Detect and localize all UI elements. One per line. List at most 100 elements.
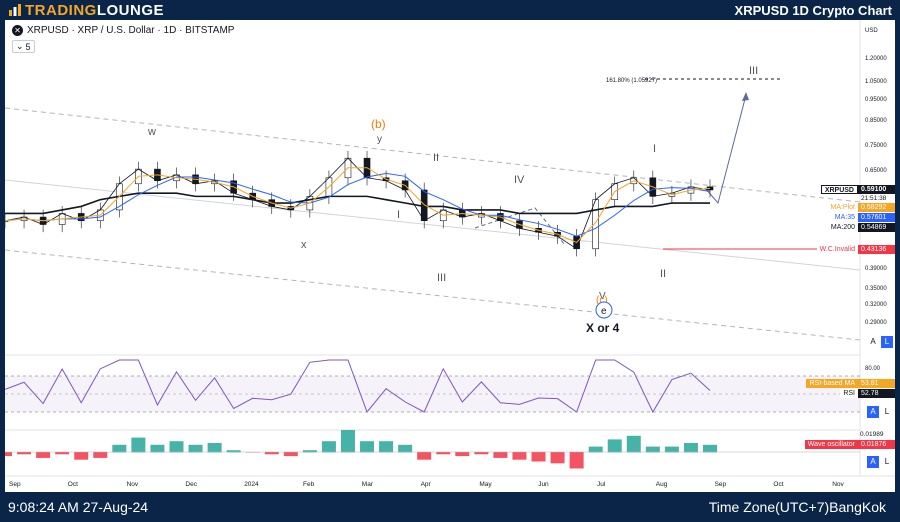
ma-plot-name-label: MA:Plot [827,203,858,212]
projection-arrow [704,94,747,205]
osc-bar [550,452,565,464]
rsi-log-button[interactable]: L [884,407,890,416]
symbol-header[interactable]: ✕ XRPUSD · XRP / U.S. Dollar · 1D · BITS… [12,25,234,36]
osc-auto-button[interactable]: A [867,456,879,468]
wave-oscillator-series [0,430,860,469]
osc-bar [321,441,336,453]
timestamp: 9:08:24 AM 27-Aug-24 [8,499,149,515]
wave-label-iii-upper: III [749,65,758,77]
osc-bar [645,446,660,453]
osc-bar [283,452,298,457]
xrpusd-price-label: 0.59100 [858,185,895,194]
ma-plot-line [4,167,711,243]
wc-invalid-value-label: 0.43136 [858,245,895,254]
osc-bar [683,443,698,453]
time-tick: Sep [9,481,21,488]
osc-bar [588,446,603,453]
wave-label-c: (c) [596,295,608,306]
indicator-toggle[interactable]: ⌄ 5 [12,40,35,53]
osc-bar [264,452,279,455]
ma35-line [4,172,711,237]
wave-e-circle [595,301,613,319]
time-tick: Sep [715,481,727,488]
price-tick: 0.75000 [865,143,887,149]
osc-log-button[interactable]: L [884,457,890,466]
price-tick: 0.32000 [865,302,887,308]
auto-scale-button[interactable]: A [870,337,876,346]
osc-bar [188,444,203,453]
wave-dashed-path [474,207,566,246]
channel-lower-line [4,249,861,341]
wave-osc-value-label: 0.01876 [858,440,895,449]
osc-bar [512,452,527,460]
osc-bar [0,452,12,457]
osc-bar [169,441,184,453]
time-tick: Aug [656,481,668,488]
log-scale-button[interactable]: L [881,336,893,348]
wave-label-iii: III [437,272,446,284]
osc-bar [360,441,375,453]
rsi-ma-value-label: 53.81 [858,379,895,388]
time-tick: Apr [421,481,432,488]
wc-invalid-name-label: W.C.Invalid [816,245,858,254]
xrpusd-line [4,157,711,250]
ma35-value-label: 0.57601 [858,213,895,222]
wave-label-b: (b) [371,117,386,131]
time-tick: Jun [538,481,549,488]
wave-label-iv: IV [514,174,525,186]
rsi-ma-name-label: RSI-based MA [806,379,858,388]
price-countdown: 21:51:38 [861,195,887,202]
time-tick: Mar [362,481,374,488]
price-ticks: 1.20000 1.05000 0.95000 0.85000 0.75000 0.650… [865,56,887,326]
osc-bar [17,452,32,455]
wave-label-i-upper: I [653,143,656,155]
osc-bar [398,444,413,453]
wave-label-x-or-4: X or 4 [586,321,620,335]
time-tick: Oct [773,481,783,488]
osc-bar [340,430,355,453]
rsi-series [4,359,711,414]
osc-bar [74,452,89,460]
tradinglounge-logo: TRADING LOUNGE [8,1,164,19]
channel-mid-line [4,179,861,271]
time-axis: Sep Oct Nov Dec 2024 Feb Mar Apr May Jun Jul Aug Sep… [9,481,845,488]
timezone: Time Zone(UTC+7)BangKok [708,499,886,515]
projection-arrowhead [742,92,749,101]
time-tick: Nov [127,481,139,488]
time-tick: May [479,481,492,488]
wave-label-w: w [147,126,156,138]
rsi-tick-80: 80.00 [865,366,881,372]
chart-canvas[interactable]: 161.80% (1.05927) w (b) y x II IV I III … [0,20,895,492]
time-tick: Jul [597,481,606,488]
chart-area[interactable]: 161.80% (1.05927) w (b) y x II IV I III … [0,20,895,492]
ma35-name-label: MA:35 [831,213,858,222]
time-tick: Feb [303,481,315,488]
osc-bar [93,452,108,458]
osc-bar [607,439,622,453]
time-tick: Dec [185,481,197,488]
osc-bar [302,450,317,453]
osc-bar [531,452,546,462]
osc-bar [664,446,679,453]
indicator-count: 5 [25,41,31,52]
top-bar: TRADING LOUNGE XRPUSD 1D Crypto Chart [0,0,900,20]
osc-bar [474,452,489,455]
rsi-name-label: RSI [840,389,858,398]
rsi-auto-button[interactable]: A [867,406,879,418]
rsi-value-label: 52.78 [858,389,895,398]
ma200-value-label: 0.54869 [858,223,895,232]
time-tick: 2024 [244,481,259,488]
wave-osc-name-label: Wave oscillator [804,440,858,449]
ma-plot-value-label: 0.58292 [858,203,895,212]
time-tick: Nov [832,481,844,488]
osc-bar [569,452,584,469]
chevron-down-icon: ⌄ [16,41,24,51]
price-tick: 0.85000 [865,118,887,124]
price-series [1,150,714,257]
wave-label-v: V [599,291,606,302]
page-title: XRPUSD 1D Crypto Chart [734,3,892,18]
price-tick: 0.35000 [865,286,887,292]
price-axis-currency: USD [865,28,878,34]
price-tick: 0.95000 [865,97,887,103]
osc-bar [379,441,394,453]
